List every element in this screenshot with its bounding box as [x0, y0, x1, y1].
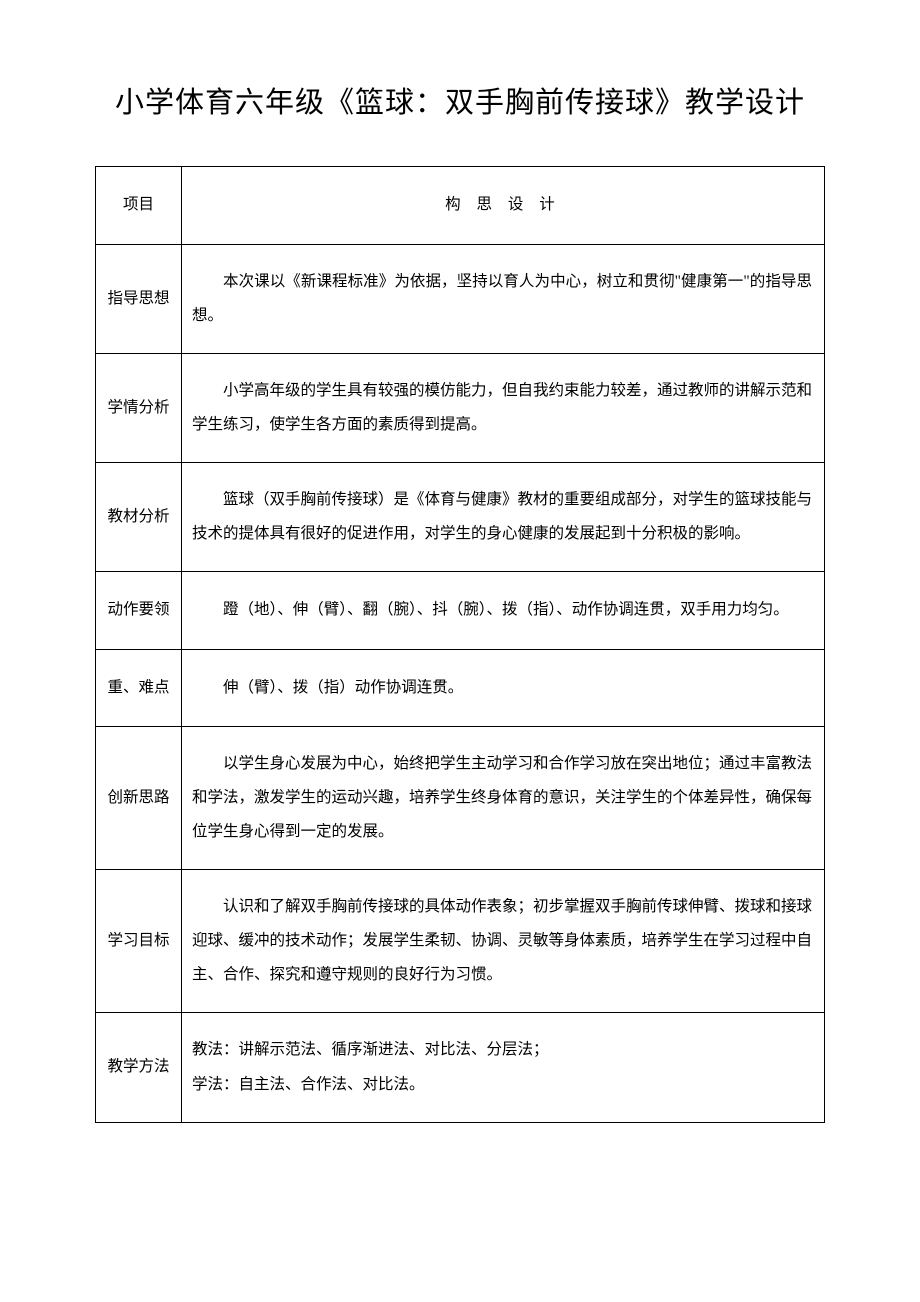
- content-text-line1: 教法：讲解示范法、循序渐进法、对比法、分层法；: [192, 1033, 812, 1067]
- row-content-key-difficult: 伸（臂）、拨（指）动作协调连贯。: [182, 649, 825, 726]
- content-text: 认识和了解双手胸前传接球的具体动作表象；初步掌握双手胸前传球伸臂、拨球和接球迎球…: [192, 890, 812, 992]
- lesson-plan-table: 项目 构 思 设 计 指导思想 本次课以《新课程标准》为依据，坚持以育人为中心，…: [95, 166, 825, 1122]
- row-label-key-difficult: 重、难点: [96, 649, 182, 726]
- row-label-innovation: 创新思路: [96, 726, 182, 869]
- row-content-guiding-thought: 本次课以《新课程标准》为依据，坚持以育人为中心，树立和贯彻"健康第一"的指导思想…: [182, 244, 825, 353]
- row-content-learning-goal: 认识和了解双手胸前传接球的具体动作表象；初步掌握双手胸前传球伸臂、拨球和接球迎球…: [182, 870, 825, 1013]
- table-row: 重、难点 伸（臂）、拨（指）动作协调连贯。: [96, 649, 825, 726]
- table-row: 教学方法 教法：讲解示范法、循序渐进法、对比法、分层法； 学法：自主法、合作法、…: [96, 1013, 825, 1122]
- content-text: 本次课以《新课程标准》为依据，坚持以育人为中心，树立和贯彻"健康第一"的指导思想…: [192, 265, 812, 333]
- header-col-project: 项目: [96, 167, 182, 244]
- content-text: 小学高年级的学生具有较强的模仿能力，但自我约束能力较差，通过教师的讲解示范和学生…: [192, 374, 812, 442]
- row-label-material-analysis: 教材分析: [96, 463, 182, 572]
- row-label-student-analysis: 学情分析: [96, 353, 182, 462]
- table-row: 创新思路 以学生身心发展为中心，始终把学生主动学习和合作学习放在突出地位；通过丰…: [96, 726, 825, 869]
- row-label-action-essentials: 动作要领: [96, 572, 182, 649]
- row-content-student-analysis: 小学高年级的学生具有较强的模仿能力，但自我约束能力较差，通过教师的讲解示范和学生…: [182, 353, 825, 462]
- header-col-design: 构 思 设 计: [182, 167, 825, 244]
- row-content-material-analysis: 篮球（双手胸前传接球）是《体育与健康》教材的重要组成部分，对学生的篮球技能与技术…: [182, 463, 825, 572]
- table-row: 教材分析 篮球（双手胸前传接球）是《体育与健康》教材的重要组成部分，对学生的篮球…: [96, 463, 825, 572]
- table-row: 学习目标 认识和了解双手胸前传接球的具体动作表象；初步掌握双手胸前传球伸臂、拨球…: [96, 870, 825, 1013]
- row-label-guiding-thought: 指导思想: [96, 244, 182, 353]
- table-row: 学情分析 小学高年级的学生具有较强的模仿能力，但自我约束能力较差，通过教师的讲解…: [96, 353, 825, 462]
- row-content-innovation: 以学生身心发展为中心，始终把学生主动学习和合作学习放在突出地位；通过丰富教法和学…: [182, 726, 825, 869]
- table-row: 动作要领 蹬（地）、伸（臂）、翻（腕）、抖（腕）、拨（指）、动作协调连贯，双手用…: [96, 572, 825, 649]
- content-text-line2: 学法：自主法、合作法、对比法。: [192, 1068, 812, 1102]
- row-label-teaching-method: 教学方法: [96, 1013, 182, 1122]
- row-content-action-essentials: 蹬（地）、伸（臂）、翻（腕）、抖（腕）、拨（指）、动作协调连贯，双手用力均匀。: [182, 572, 825, 649]
- row-label-learning-goal: 学习目标: [96, 870, 182, 1013]
- content-text: 篮球（双手胸前传接球）是《体育与健康》教材的重要组成部分，对学生的篮球技能与技术…: [192, 483, 812, 551]
- document-title: 小学体育六年级《篮球：双手胸前传接球》教学设计: [95, 80, 825, 126]
- content-text: 蹬（地）、伸（臂）、翻（腕）、抖（腕）、拨（指）、动作协调连贯，双手用力均匀。: [192, 593, 812, 627]
- content-text: 以学生身心发展为中心，始终把学生主动学习和合作学习放在突出地位；通过丰富教法和学…: [192, 747, 812, 849]
- table-header-row: 项目 构 思 设 计: [96, 167, 825, 244]
- content-text: 伸（臂）、拨（指）动作协调连贯。: [192, 671, 812, 705]
- table-row: 指导思想 本次课以《新课程标准》为依据，坚持以育人为中心，树立和贯彻"健康第一"…: [96, 244, 825, 353]
- row-content-teaching-method: 教法：讲解示范法、循序渐进法、对比法、分层法； 学法：自主法、合作法、对比法。: [182, 1013, 825, 1122]
